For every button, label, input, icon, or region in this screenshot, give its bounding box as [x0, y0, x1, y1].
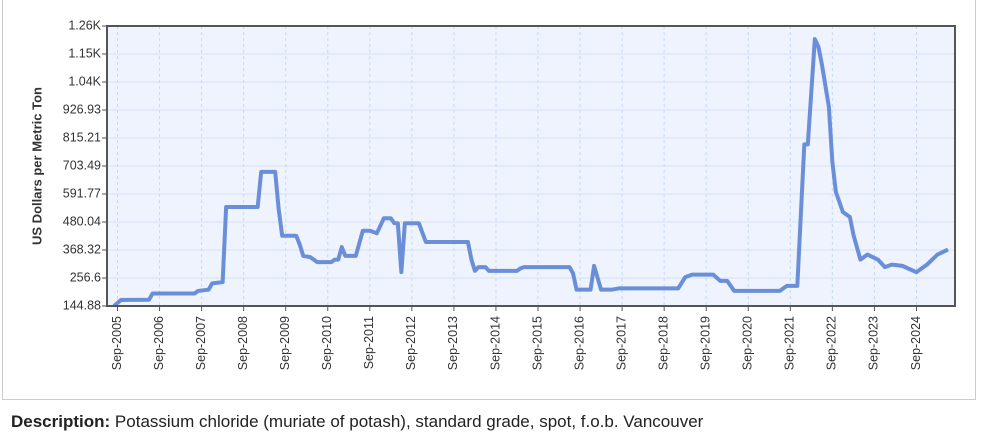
description-text: Potassium chloride (muriate of potash), …: [114, 412, 704, 431]
y-tick-label: 368.32: [63, 242, 101, 256]
y-tick-label: 256.6: [70, 270, 101, 284]
x-tick-label: Sep-2017: [614, 316, 628, 370]
x-tick-label: Sep-2013: [446, 316, 460, 370]
y-tick-label: 144.88: [63, 298, 101, 312]
description-label: Description:: [11, 412, 111, 431]
price-line: [112, 37, 949, 308]
y-axis-label: US Dollars per Metric Ton: [29, 87, 44, 245]
x-tick-label: Sep-2018: [656, 316, 670, 370]
y-tick-label: 1.15K: [68, 46, 101, 60]
x-tick-label: Sep-2014: [488, 316, 502, 370]
x-tick-label: Sep-2011: [362, 316, 376, 369]
description: Description: Potassium chloride (muriate…: [11, 412, 703, 432]
y-tick-label: 591.77: [63, 186, 101, 200]
x-tick-label: Sep-2021: [783, 316, 797, 370]
x-tick-label: Sep-2015: [530, 316, 544, 370]
y-tick-label: 480.04: [63, 214, 101, 228]
x-tick-label: Sep-2009: [278, 316, 292, 370]
y-tick-label: 703.49: [63, 158, 101, 172]
chart-frame: [2, 0, 976, 400]
x-tick-label: Sep-2022: [825, 316, 839, 370]
x-tick-label: Sep-2019: [699, 316, 713, 370]
x-tick-label: Sep-2024: [909, 316, 923, 370]
x-tick-label: Sep-2023: [867, 316, 881, 370]
y-tick-label: 1.26K: [68, 18, 101, 32]
x-tick-label: Sep-2010: [320, 316, 334, 370]
y-tick-label: 926.93: [63, 102, 101, 116]
x-tick-label: Sep-2008: [236, 316, 250, 370]
x-tick-label: Sep-2007: [194, 316, 208, 370]
plot-border: [106, 25, 956, 307]
x-tick-label: Sep-2006: [152, 316, 166, 370]
chart: US Dollars per Metric Ton 144.88 256.6 368…: [29, 18, 956, 370]
y-tick-label: 815.21: [63, 130, 101, 144]
x-tick-label: Sep-2020: [741, 316, 755, 370]
x-tick-label: Sep-2005: [110, 316, 124, 370]
x-tick-label: Sep-2016: [572, 316, 586, 370]
x-tick-label: Sep-2012: [404, 316, 418, 370]
y-tick-label: 1.04K: [68, 74, 101, 88]
